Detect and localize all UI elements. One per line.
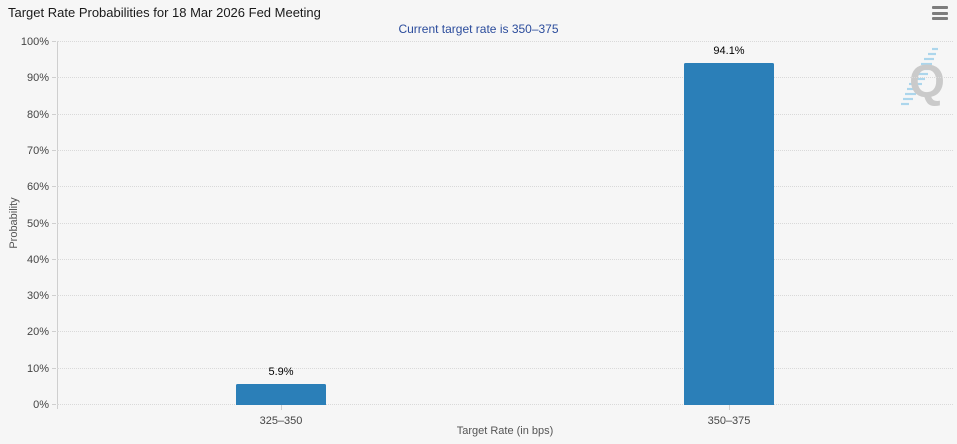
quikstrike-watermark-logo: Q	[901, 47, 945, 107]
gridline-20pct	[57, 331, 953, 333]
y-axis-tick	[52, 77, 56, 79]
bar-325-350[interactable]	[236, 383, 326, 405]
y-axis-label-90pct: 90%	[26, 72, 49, 85]
y-axis-tick	[52, 367, 56, 369]
gridline-40pct	[57, 258, 953, 260]
watermark-letter: Q	[909, 55, 945, 107]
y-axis-label-70pct: 70%	[26, 144, 49, 157]
x-axis-title: Target Rate (in bps)	[456, 425, 554, 437]
y-axis-tick	[52, 149, 56, 151]
gridline-100pct	[57, 41, 953, 42]
gridline-10pct	[57, 367, 953, 369]
y-axis-label-50pct: 50%	[26, 217, 49, 230]
plot-area: Q 0% 10% 20% 30% 40% 50% 60% 70% 80% 90% 100% 5.9% 3…	[21, 36, 953, 427]
hamburger-menu-icon[interactable]	[932, 6, 948, 20]
y-axis-label-40pct: 40%	[26, 253, 49, 266]
y-axis-tick	[52, 41, 56, 42]
bar-value-label-350-375: 94.1%	[713, 45, 745, 58]
chart-subtitle: Current target rate is 350–375	[398, 22, 559, 36]
y-axis-label-100pct: 100%	[20, 36, 49, 48]
y-axis-tick	[52, 222, 56, 224]
gridline-0pct	[57, 404, 953, 405]
gridline-60pct	[57, 186, 953, 188]
y-axis-label-60pct: 60%	[26, 181, 49, 194]
y-axis-tick	[52, 404, 56, 405]
gridline-80pct	[57, 113, 953, 115]
y-axis-line	[57, 42, 58, 409]
y-axis-tick	[52, 295, 56, 297]
y-axis-label-20pct: 20%	[26, 326, 49, 339]
gridline-50pct	[57, 222, 953, 224]
x-axis-tick	[729, 405, 730, 410]
gridline-30pct	[57, 295, 953, 297]
x-axis-tick	[281, 405, 282, 410]
y-axis-label-0pct: 0%	[33, 399, 49, 411]
gridline-90pct	[57, 77, 953, 79]
y-axis-tick	[52, 186, 56, 188]
bar-value-label-325-350: 5.9%	[268, 365, 294, 378]
bar-350-375[interactable]	[684, 63, 774, 405]
y-axis-label-10pct: 10%	[26, 362, 49, 375]
hamburger-bar	[932, 11, 948, 15]
watermark-stripes	[901, 47, 938, 106]
y-axis-tick	[52, 331, 56, 333]
x-axis-label-325-350: 325–350	[259, 415, 303, 427]
x-axis-label-350-375: 350–375	[707, 415, 751, 427]
y-axis-label-80pct: 80%	[26, 108, 49, 121]
y-axis-title: Probability	[8, 197, 20, 249]
y-axis-label-30pct: 30%	[26, 290, 49, 303]
y-axis-tick	[52, 258, 56, 260]
gridline-70pct	[57, 149, 953, 151]
hamburger-bar	[932, 17, 948, 20]
chart-title: Target Rate Probabilities for 18 Mar 202…	[8, 5, 321, 20]
y-axis-tick	[52, 113, 56, 115]
hamburger-bar	[932, 6, 948, 9]
